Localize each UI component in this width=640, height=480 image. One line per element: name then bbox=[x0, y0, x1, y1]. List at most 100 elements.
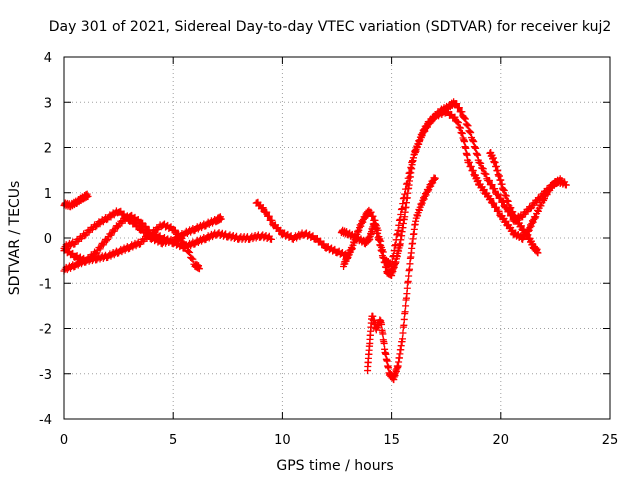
data-point bbox=[188, 254, 196, 262]
x-tick-label: 20 bbox=[493, 433, 510, 448]
data-point bbox=[474, 151, 482, 159]
data-point bbox=[502, 192, 510, 200]
data-point bbox=[412, 217, 420, 225]
data-point bbox=[401, 308, 409, 316]
x-axis-label: GPS time / hours bbox=[276, 458, 393, 474]
data-point bbox=[277, 226, 285, 234]
data-point bbox=[424, 187, 432, 195]
data-point bbox=[400, 315, 408, 323]
data-point bbox=[469, 167, 477, 175]
data-point bbox=[178, 234, 186, 242]
series-trace-7 bbox=[364, 174, 439, 384]
data-point bbox=[500, 186, 508, 194]
data-point bbox=[480, 186, 488, 194]
y-tick-label: 2 bbox=[44, 142, 52, 157]
data-point bbox=[186, 248, 194, 256]
data-point bbox=[114, 223, 122, 231]
series-trace-4 bbox=[60, 220, 203, 273]
data-point bbox=[402, 180, 410, 188]
data-point bbox=[454, 119, 462, 127]
data-point bbox=[396, 215, 404, 223]
data-point bbox=[134, 215, 142, 223]
data-point bbox=[397, 210, 405, 218]
y-tick-label: -1 bbox=[39, 277, 52, 292]
data-point bbox=[417, 200, 425, 208]
data-point bbox=[401, 190, 409, 198]
data-point bbox=[406, 168, 414, 176]
data-point bbox=[497, 194, 505, 202]
data-point bbox=[379, 330, 387, 338]
data-point bbox=[471, 144, 479, 151]
data-point bbox=[403, 179, 411, 187]
data-point bbox=[562, 181, 570, 189]
data-point bbox=[477, 159, 485, 167]
data-point bbox=[507, 204, 515, 212]
data-point bbox=[465, 158, 473, 166]
data-point bbox=[391, 242, 399, 250]
data-point bbox=[467, 163, 475, 171]
data-points bbox=[60, 98, 570, 384]
data-point bbox=[431, 174, 439, 182]
data-point bbox=[377, 237, 385, 245]
data-point bbox=[175, 230, 183, 238]
data-point bbox=[354, 227, 362, 235]
data-point bbox=[532, 213, 540, 221]
data-point bbox=[263, 208, 271, 216]
y-tick-label: 0 bbox=[44, 232, 52, 247]
data-point bbox=[509, 208, 517, 216]
data-point bbox=[397, 205, 405, 213]
data-point bbox=[265, 212, 273, 220]
data-point bbox=[348, 244, 356, 252]
data-point bbox=[268, 216, 276, 224]
data-point bbox=[372, 220, 380, 228]
data-point bbox=[398, 205, 406, 213]
x-tick-label: 5 bbox=[169, 433, 177, 448]
data-point bbox=[485, 177, 493, 185]
data-point bbox=[504, 197, 512, 205]
data-point bbox=[394, 226, 402, 234]
x-tick-label: 15 bbox=[383, 433, 400, 448]
data-point bbox=[389, 253, 397, 261]
data-point bbox=[134, 222, 142, 230]
data-point bbox=[350, 239, 358, 247]
data-point bbox=[502, 217, 510, 225]
data-point bbox=[195, 265, 203, 273]
data-point bbox=[511, 212, 519, 220]
y-tick-label: 1 bbox=[44, 187, 52, 202]
data-point bbox=[482, 170, 490, 178]
data-point bbox=[393, 230, 401, 238]
data-point bbox=[407, 163, 415, 171]
data-point bbox=[464, 122, 472, 130]
data-point bbox=[463, 121, 471, 129]
data-point bbox=[466, 128, 474, 136]
data-point bbox=[408, 158, 416, 166]
data-point bbox=[390, 252, 398, 260]
data-point bbox=[189, 255, 197, 263]
data-point bbox=[524, 231, 532, 239]
data-point bbox=[488, 181, 496, 189]
data-point bbox=[458, 108, 466, 116]
data-point bbox=[491, 185, 499, 193]
data-point bbox=[184, 248, 192, 256]
data-point bbox=[469, 137, 477, 145]
data-point bbox=[402, 185, 410, 193]
data-point bbox=[405, 169, 413, 177]
series-trace-2 bbox=[60, 190, 92, 211]
data-point bbox=[167, 223, 175, 231]
data-point bbox=[369, 212, 377, 220]
data-point bbox=[395, 216, 403, 224]
y-tick-label: -3 bbox=[39, 368, 52, 383]
data-point bbox=[374, 226, 382, 234]
series-trace-5 bbox=[252, 198, 352, 261]
y-tick-label: 3 bbox=[44, 96, 52, 111]
data-point bbox=[123, 213, 131, 221]
data-point bbox=[409, 158, 417, 166]
data-point bbox=[69, 249, 77, 257]
data-point bbox=[400, 194, 408, 202]
axes: 0 5 10 15 20 25 -4 -3 -2 -1 0 1 2 3 4 bbox=[39, 51, 618, 448]
data-point bbox=[392, 236, 400, 244]
data-point bbox=[412, 147, 420, 155]
data-point bbox=[409, 154, 417, 162]
y-tick-label: -2 bbox=[39, 323, 52, 338]
